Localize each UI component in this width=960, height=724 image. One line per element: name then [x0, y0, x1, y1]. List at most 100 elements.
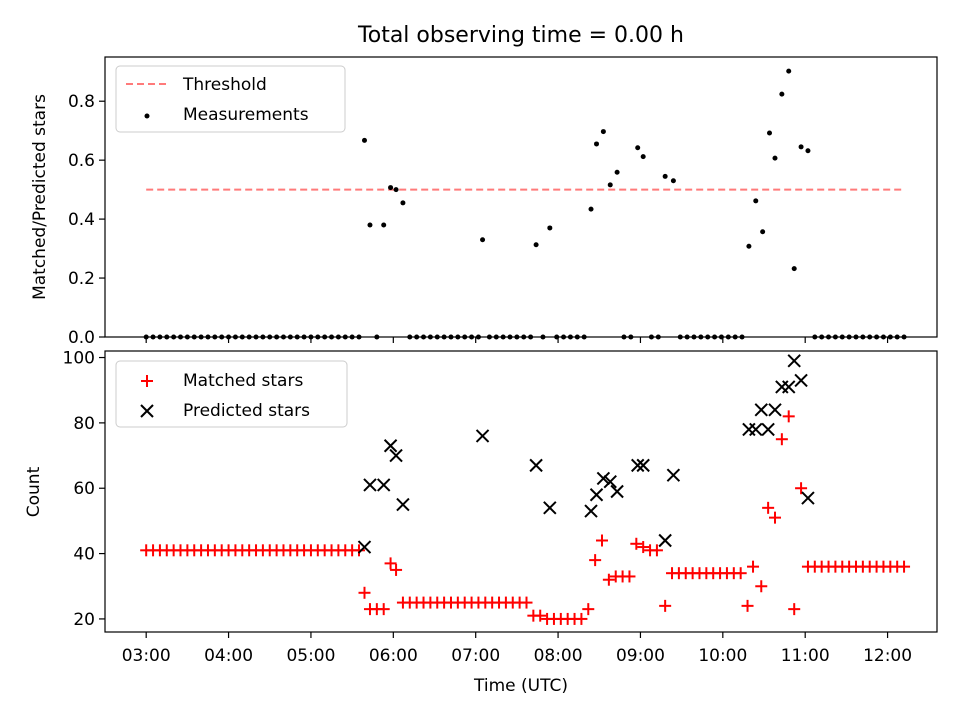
measurement-point [361, 137, 367, 143]
bottom-legend-box [115, 360, 348, 428]
x-tick-label: 10:00 [698, 646, 747, 666]
measurement-point [594, 141, 600, 147]
measurement-point [600, 129, 606, 135]
predicted-star-stroke-b [768, 403, 782, 417]
predicted-star-point [636, 458, 650, 473]
predicted-star-stroke-b [596, 471, 611, 486]
top-panel: Total observing time = 0.00 h Matched/Pr… [30, 23, 938, 348]
matched-star-point [358, 586, 371, 599]
chart-title: Total observing time = 0.00 h [357, 23, 684, 48]
y-tick-label: 0.8 [68, 92, 95, 112]
measurement-point [760, 229, 766, 235]
matched-star-point [788, 603, 801, 616]
predicted-star-stroke-b [801, 491, 815, 505]
y-tick-label: 40 [73, 545, 95, 565]
predicted-star-stroke-b [754, 403, 768, 417]
x-tick-label: 06:00 [369, 646, 418, 666]
bottom-marks [140, 354, 911, 625]
legend-matched-label: Matched stars [183, 371, 303, 391]
x-axis-label: Time (UTC) [473, 676, 568, 696]
predicted-star-stroke-b [584, 504, 598, 518]
measurement-point [400, 200, 406, 206]
x-tick-label: 12:00 [863, 646, 912, 666]
matched-star-point [602, 573, 615, 586]
measurement-point [381, 222, 387, 228]
predicted-star-point [794, 373, 808, 388]
measurement-point [786, 68, 792, 74]
predicted-star-stroke-b [636, 458, 650, 473]
matched-star-point [589, 554, 602, 567]
top-y-axis-label: Matched/Predicted stars [30, 94, 50, 300]
predicted-star-stroke-b [389, 448, 403, 463]
matched-star-point [582, 603, 595, 616]
x-tick-label: 09:00 [616, 646, 665, 666]
y-tick-label: 60 [73, 479, 95, 499]
measurement-point [805, 148, 811, 154]
predicted-star-stroke-b [782, 380, 796, 394]
x-tick-label: 11:00 [781, 646, 830, 666]
legend-measurements-label: Measurements [183, 105, 309, 125]
matched-star-point [390, 563, 403, 576]
legend-predicted-label: Predicted stars [183, 401, 310, 421]
predicted-star-point [749, 422, 763, 437]
predicted-star-point [475, 429, 490, 443]
predicted-star-point [529, 458, 543, 473]
x-tick-label: 04:00 [204, 646, 253, 666]
predicted-star-stroke-b [589, 488, 604, 502]
predicted-star-stroke-b [603, 474, 617, 489]
measurement-point [746, 243, 752, 249]
measurement-point [662, 173, 668, 179]
legend-threshold-label: Threshold [182, 75, 267, 95]
measurement-point [798, 144, 804, 150]
predicted-star-stroke-b [543, 501, 557, 515]
matched-star-point [775, 433, 788, 446]
legend-matched-swatch [141, 375, 153, 387]
predicted-star-stroke-b [383, 439, 398, 453]
predicted-star-stroke-b [761, 422, 775, 437]
matched-star-point [734, 567, 747, 580]
y-tick-label: 0.0 [68, 328, 95, 348]
matched-star-point [377, 603, 390, 616]
legend-predicted-swatch [140, 404, 154, 418]
predicted-star-stroke-b [658, 533, 672, 548]
matched-star-point [650, 544, 663, 557]
matched-star-point [768, 511, 781, 524]
x-tick-label: 05:00 [286, 646, 335, 666]
predicted-star-point [754, 403, 768, 417]
predicted-star-stroke-b [666, 468, 681, 482]
predicted-star-point [666, 468, 681, 482]
matched-star-point [795, 482, 808, 495]
predicted-star-point [782, 380, 796, 394]
legend-measurements-swatch [144, 113, 150, 119]
y-tick-label: 0.2 [68, 269, 95, 289]
predicted-star-point [761, 422, 775, 437]
predicted-star-stroke-b [749, 422, 763, 437]
measurement-point [779, 91, 785, 97]
measurement-point [588, 206, 594, 212]
predicted-star-stroke-b [610, 484, 624, 499]
predicted-star-point [603, 474, 617, 489]
matched-star-point [762, 501, 775, 514]
y-tick-label: 100 [63, 349, 95, 369]
predicted-star-stroke-b [376, 478, 391, 492]
matched-star-point [596, 534, 609, 547]
measurement-point [480, 237, 486, 243]
matched-star-point [755, 580, 768, 593]
matched-star-point [630, 537, 643, 550]
predicted-star-point [376, 478, 391, 492]
top-plot-frame [104, 56, 938, 338]
bottom-y-axis-label: Count [24, 466, 44, 517]
predicted-star-point [768, 403, 782, 417]
measurement-point [614, 169, 620, 175]
matched-star-point [659, 599, 672, 612]
predicted-star-point [630, 458, 645, 473]
matched-star-point [575, 612, 588, 625]
predicted-star-point [543, 501, 557, 515]
matched-star-point [352, 544, 365, 557]
predicted-star-stroke-b [363, 478, 377, 492]
predicted-star-point [383, 439, 398, 453]
y-tick-label: 0.6 [68, 151, 95, 171]
